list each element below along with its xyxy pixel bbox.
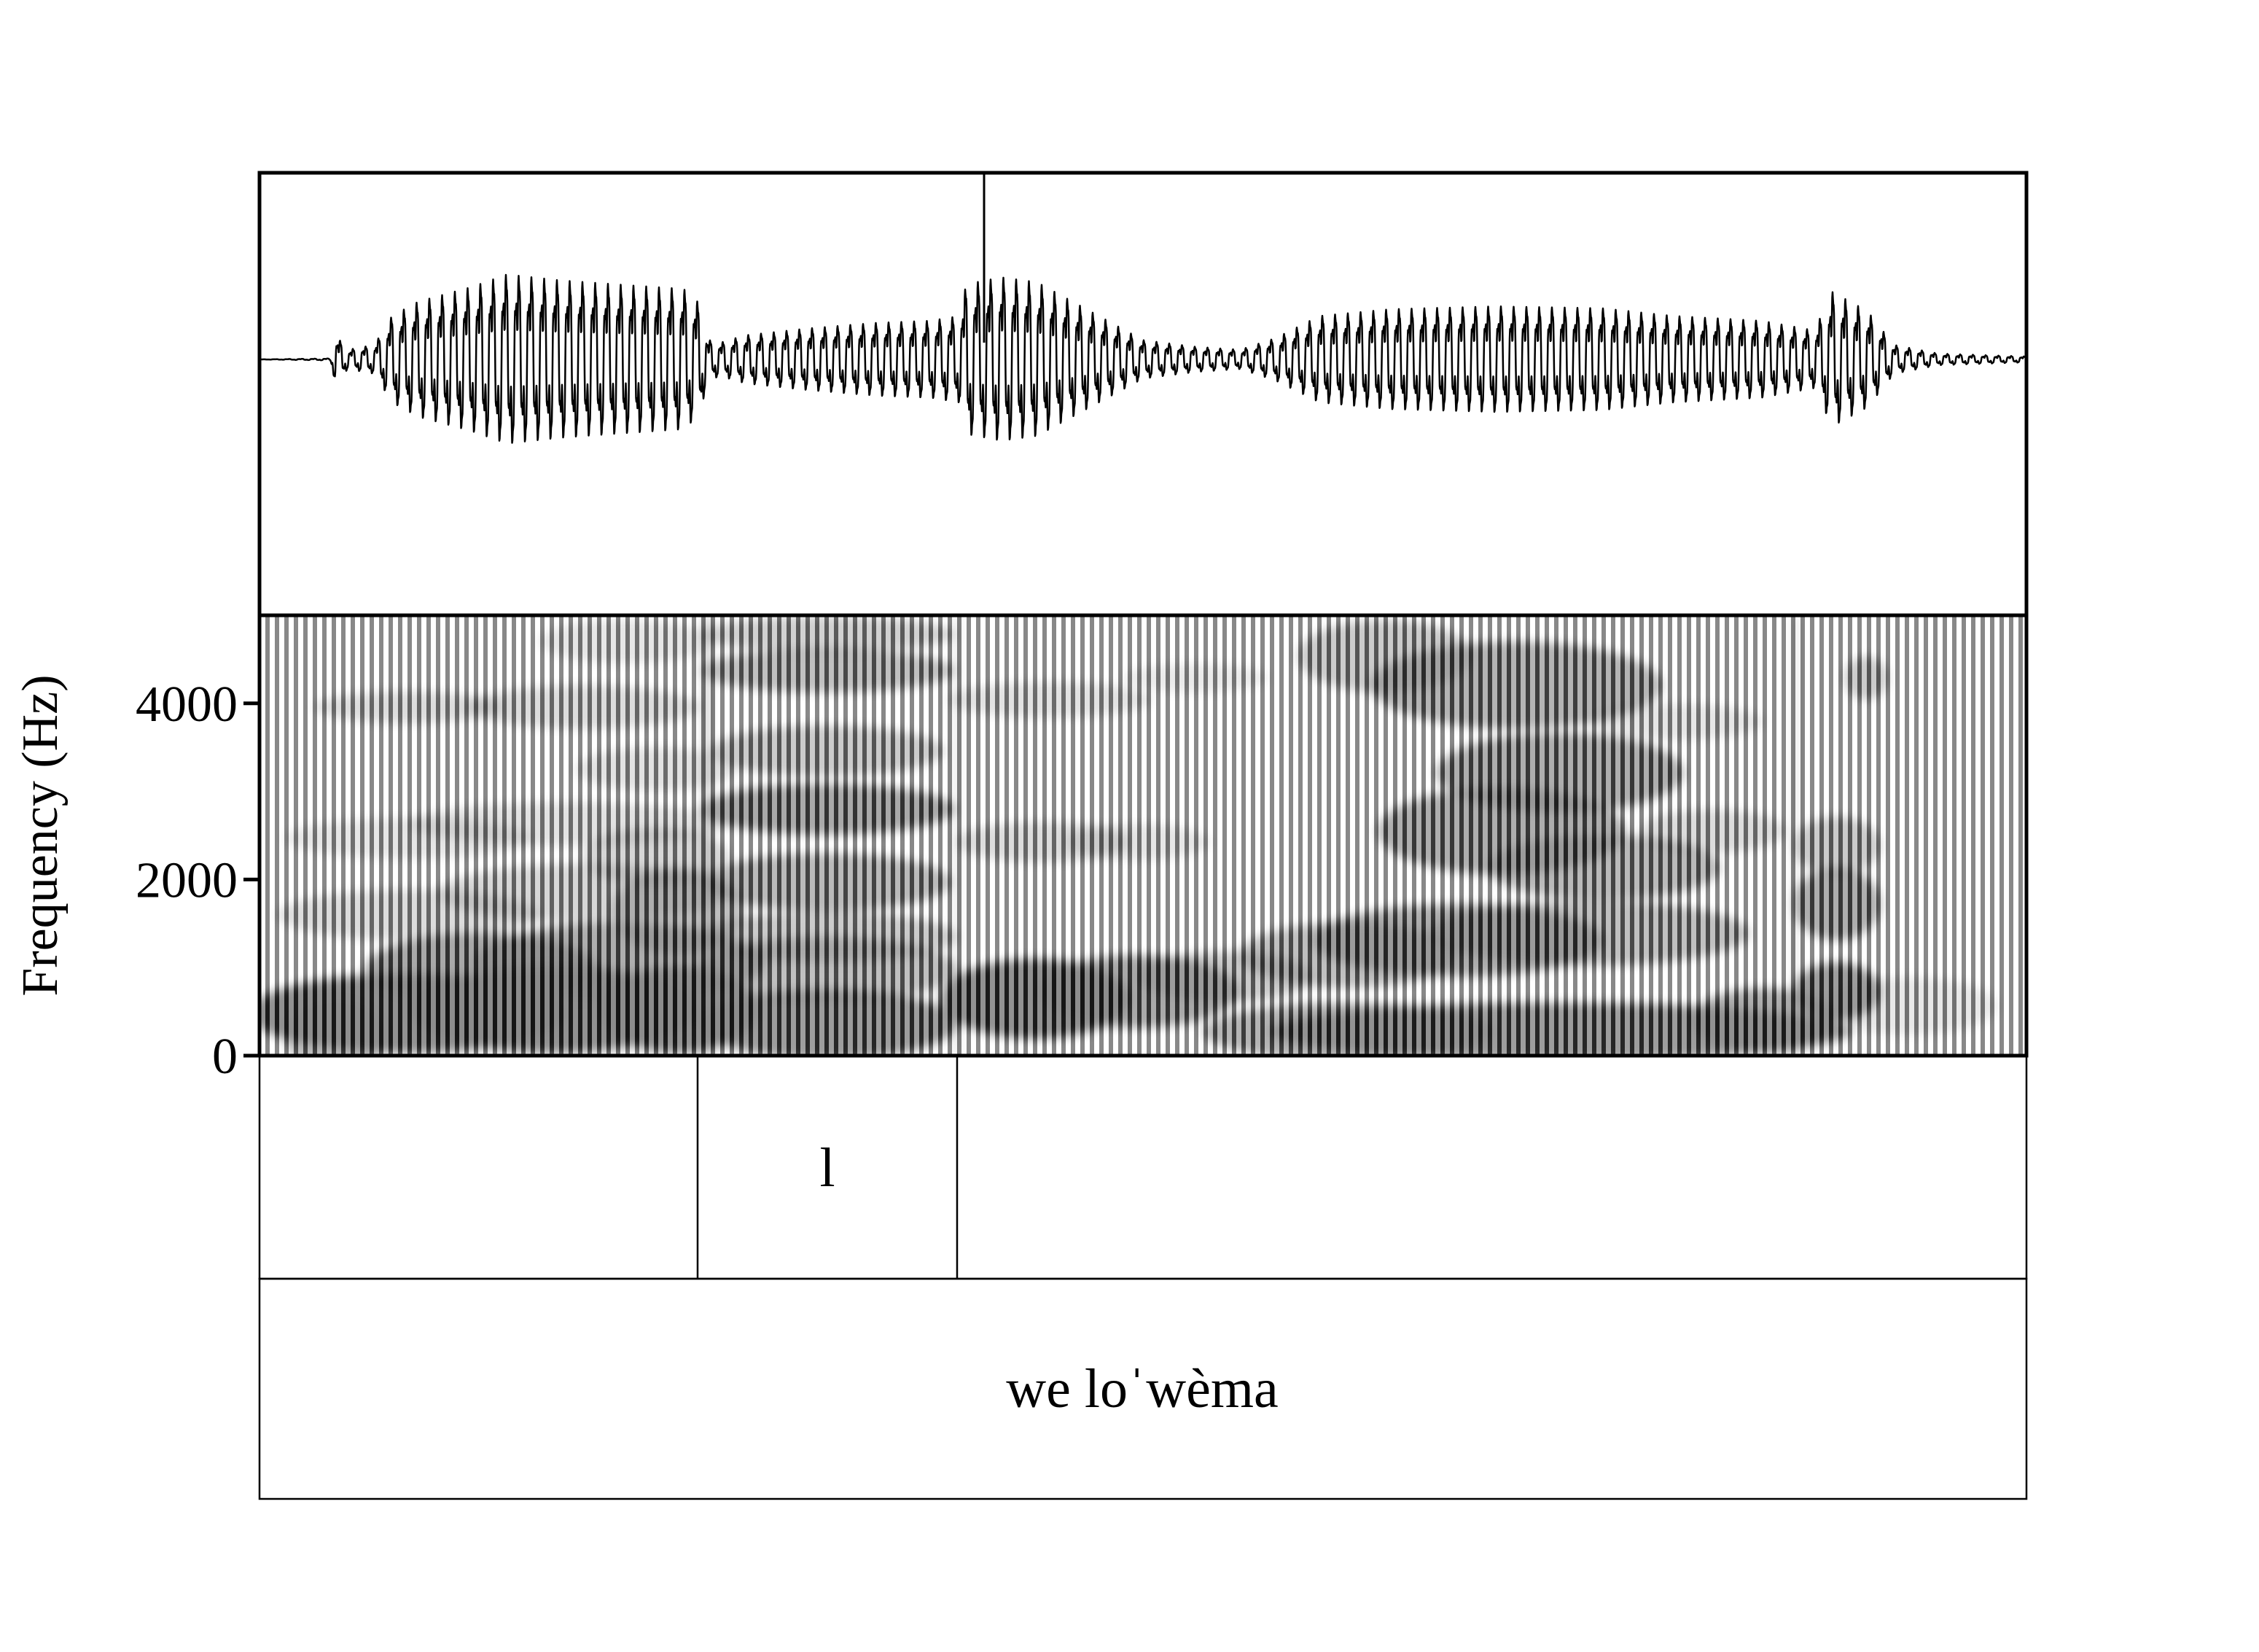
tier-2-interval-label: we loˈwèma bbox=[1006, 1358, 1279, 1419]
glottal-striations bbox=[260, 615, 2026, 1056]
annotation-tiers: l we loˈwèma bbox=[258, 1054, 2028, 1500]
y-tick-label: 0 bbox=[212, 1029, 238, 1085]
tier-1-interval-label: l bbox=[819, 1137, 835, 1199]
y-axis: 0 2000 4000 bbox=[136, 677, 260, 1085]
y-tick-label: 4000 bbox=[136, 677, 238, 733]
y-axis-label: Frequency (Hz) bbox=[12, 674, 69, 996]
tier-1-frame bbox=[258, 1054, 2028, 1280]
tier-2-frame bbox=[258, 1277, 2028, 1500]
waveform-trace bbox=[259, 273, 2028, 444]
spectrogram-panel: 0 2000 4000 Frequency (Hz) bbox=[12, 613, 2029, 1085]
waveform-panel bbox=[257, 171, 2029, 617]
y-tick-label: 2000 bbox=[136, 852, 238, 908]
